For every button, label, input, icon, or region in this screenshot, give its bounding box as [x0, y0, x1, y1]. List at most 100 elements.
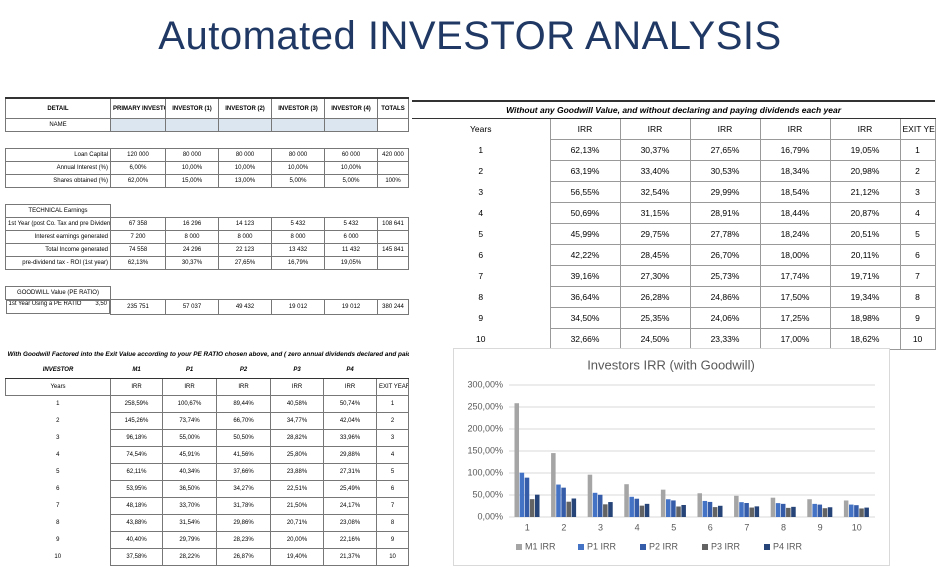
table-row: Shares obtained (%) 62,00% 15,00% 13,00% 5,0…	[5, 174, 409, 188]
table-cell: 22 123	[218, 243, 272, 257]
table-cell: P4	[323, 362, 377, 379]
table-row: 10 32,66% 24,50% 23,33% 17,00% 18,62% 10	[412, 328, 936, 350]
table-cell: 18,34%	[759, 160, 831, 182]
table-cell: 24,86%	[689, 286, 761, 308]
legend-swatch	[640, 544, 646, 550]
empty-cell	[272, 188, 325, 205]
table-cell: INVESTOR (4)	[324, 97, 378, 119]
bar	[712, 507, 718, 517]
table-cell: 8	[375, 514, 410, 532]
bar	[529, 499, 535, 517]
table-cell: 1	[478, 145, 484, 155]
table-cell: 29,79%	[162, 531, 217, 549]
bar	[514, 403, 520, 517]
table-cell: 8	[478, 292, 484, 302]
table-cell: 1	[899, 139, 936, 161]
empty-cell	[272, 287, 325, 300]
page-title: Automated INVESTOR ANALYSIS	[158, 14, 782, 58]
bar	[791, 506, 796, 517]
table-row: With Goodwill Factored into the Exit Val…	[6, 347, 409, 362]
table-cell: 5 432	[324, 217, 378, 231]
bar	[519, 472, 525, 517]
table-cell: 32,54%	[619, 181, 691, 203]
empty-cell	[378, 132, 409, 149]
empty-cell	[324, 118, 378, 132]
x-tick-label: 9	[818, 522, 823, 532]
bar	[739, 502, 744, 517]
table-cell: 25,49%	[323, 480, 377, 498]
empty-cell	[111, 205, 166, 218]
table-cell: 36,64%	[549, 286, 621, 308]
legend-label: P2 IRR	[649, 541, 679, 551]
bar	[807, 499, 812, 517]
table-cell: 42,04%	[323, 412, 377, 430]
table-cell: 380 244	[377, 299, 409, 315]
table-row: 3 96,18% 55,00% 50,50% 28,82% 33,96% 3	[6, 429, 410, 447]
table-cell: 28,23%	[216, 531, 271, 549]
table-cell: INVESTOR (1)	[165, 97, 219, 119]
table-cell: 15,00%	[165, 174, 219, 188]
table-cell: 43,88%	[110, 514, 163, 532]
bar	[566, 501, 571, 517]
table-cell: Total Income generated	[5, 243, 111, 257]
table-cell: 40,40%	[110, 531, 163, 549]
table-cell: Shares obtained (%)	[5, 174, 111, 188]
bar	[775, 503, 781, 517]
empty-cell	[378, 205, 409, 218]
table-cell: 3	[478, 187, 484, 197]
empty-cell	[219, 270, 272, 287]
table-cell: 18,98%	[829, 307, 901, 329]
table-cell: 7	[899, 265, 936, 287]
table-row: 4 50,69% 31,15% 28,91% 18,44% 20,87% 4	[412, 202, 936, 224]
empty-cell	[111, 188, 166, 205]
table-cell: 62,13%	[549, 139, 621, 161]
y-tick-label: 50,00%	[472, 489, 503, 499]
y-tick-label: 150,00%	[467, 445, 503, 455]
y-tick-label: 300,00%	[467, 379, 503, 389]
table-cell: GOODWILL Value (PE RATIO)	[5, 286, 111, 300]
table-row: 10 37,58% 28,22% 26,87% 19,40% 21,37% 10	[6, 548, 410, 566]
table-cell: 5	[56, 469, 60, 475]
table-cell: 6	[375, 480, 410, 498]
goodwill-table: With Goodwill Factored into the Exit Val…	[5, 347, 410, 566]
table-cell: 18,54%	[759, 181, 831, 203]
table-cell: 20,87%	[829, 202, 901, 224]
bar	[859, 508, 864, 517]
no-goodwill-table: Without any Goodwill Value, and without …	[412, 100, 936, 350]
empty-cell	[378, 270, 409, 287]
empty-cell	[6, 188, 111, 205]
table-cell: 55,00%	[162, 429, 217, 447]
table-cell: IRR	[829, 118, 901, 140]
table-cell: 53,95%	[110, 480, 163, 498]
table-cell: IRR	[759, 118, 831, 140]
bar	[639, 505, 645, 517]
table-cell: 31,54%	[162, 514, 217, 532]
table-cell: 20,71%	[270, 514, 324, 532]
table-cell: 25,35%	[619, 307, 691, 329]
table-cell: 19,05%	[324, 256, 378, 270]
bar	[587, 474, 593, 517]
table-cell: 31,15%	[619, 202, 691, 224]
table-cell: 80 000	[271, 148, 325, 162]
table-cell: 108 641	[377, 217, 409, 231]
table-cell: 62,00%	[110, 174, 166, 188]
table-cell: 19 012	[271, 299, 325, 315]
bar	[603, 504, 608, 517]
table-cell: 17,25%	[759, 307, 831, 329]
table-cell: 56,55%	[549, 181, 621, 203]
table-cell: 6	[899, 244, 936, 266]
table-cell: INVESTOR (2)	[218, 97, 272, 119]
bar	[812, 503, 817, 517]
legend-label: P3 IRR	[711, 541, 741, 551]
y-tick-label: 200,00%	[467, 423, 503, 433]
table-cell: 45,91%	[162, 446, 217, 464]
table-cell: 34,50%	[549, 307, 621, 329]
bar	[592, 492, 598, 517]
x-tick-label: 2	[561, 522, 566, 532]
table-cell: 27,65%	[689, 139, 761, 161]
table-cell: 22,51%	[270, 480, 324, 498]
empty-cell	[377, 256, 409, 270]
empty-cell	[166, 205, 219, 218]
y-tick-label: 0,00%	[477, 511, 503, 521]
